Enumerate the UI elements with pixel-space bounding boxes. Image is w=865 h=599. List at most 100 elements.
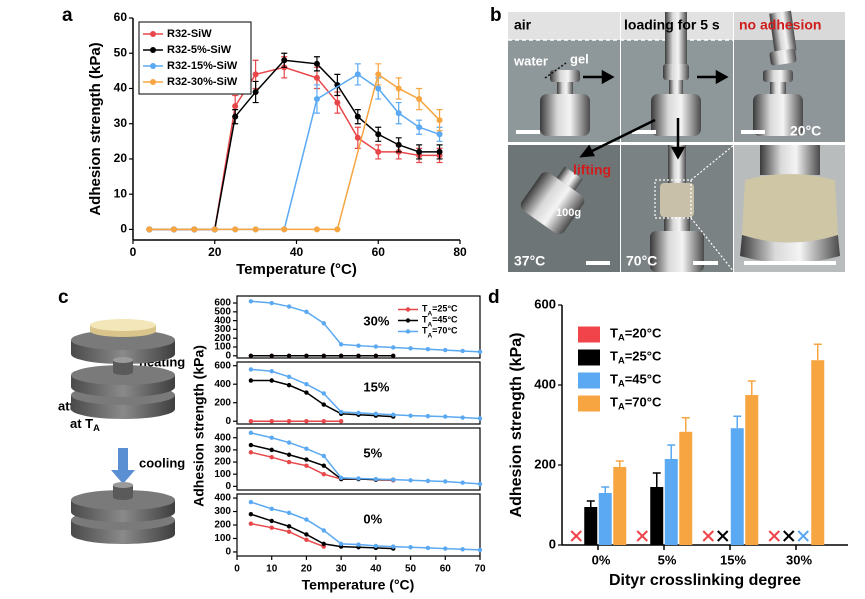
zoom-box <box>654 179 692 219</box>
x-tick-label: 15% <box>720 552 746 567</box>
data-point <box>304 537 309 543</box>
data-point <box>436 117 443 124</box>
data-point <box>232 226 239 233</box>
y-tick-label: 30 <box>114 116 128 130</box>
data-point <box>373 476 379 482</box>
data-point <box>269 369 274 374</box>
data-point <box>269 300 274 306</box>
y-axis-label: Adhesion strength (kPa) <box>508 333 525 518</box>
data-point <box>395 85 402 92</box>
data-point <box>391 544 396 549</box>
y-tick-label: 400 <box>214 315 231 326</box>
disk-side <box>71 344 175 364</box>
bar <box>811 360 825 545</box>
photo-label: water <box>513 53 548 68</box>
data-point <box>304 532 309 537</box>
x-tick-label: 80 <box>453 245 467 259</box>
disk-top <box>71 330 175 350</box>
legend-label: TA=45°C <box>610 372 662 389</box>
data-point <box>248 450 254 455</box>
data-point <box>460 547 465 552</box>
x-tick-label: 0 <box>234 564 240 575</box>
data-point <box>286 459 292 465</box>
data-point <box>269 435 274 440</box>
y-tick-label: 100 <box>214 342 231 353</box>
diagram-label: at TA <box>70 416 100 433</box>
x-tick-label: 60 <box>372 245 386 259</box>
photo-label: 20°C <box>790 123 821 139</box>
disk-side <box>113 494 133 500</box>
data-point <box>286 419 292 424</box>
photo-label: lifting <box>573 162 611 178</box>
data-point <box>354 71 361 78</box>
data-point <box>269 447 274 453</box>
legend-label: TA=45°C <box>422 315 458 328</box>
legend-label: R32-15%-SiW <box>167 60 238 72</box>
data-point <box>321 391 326 396</box>
data-point <box>286 510 292 516</box>
legend-marker <box>150 79 156 85</box>
error-bar <box>681 417 690 432</box>
x-tick-label: 60 <box>440 564 452 575</box>
data-point <box>304 457 309 462</box>
data-point <box>252 71 259 78</box>
data-point <box>373 353 379 359</box>
no-adhesion-mark <box>783 530 795 542</box>
bar <box>584 507 598 545</box>
data-point <box>304 390 309 395</box>
no-adhesion-mark <box>797 530 809 542</box>
data-point <box>321 471 326 477</box>
y-tick-label: 300 <box>214 324 231 335</box>
data-point <box>304 419 309 424</box>
photo-label: 37°C <box>514 253 545 269</box>
data-point <box>408 346 413 351</box>
data-point <box>321 402 326 407</box>
data-point <box>304 463 309 468</box>
no-adhesion-mark <box>768 530 780 542</box>
data-point <box>248 430 254 436</box>
y-tick-label: 200 <box>534 456 556 471</box>
disk-top <box>90 319 156 331</box>
y-tick-label: 200 <box>214 397 231 408</box>
panel-label: c <box>58 287 69 308</box>
y-tick-label: 0 <box>225 547 231 558</box>
data-point <box>248 419 254 424</box>
plot-frame <box>236 427 481 491</box>
data-point <box>321 321 326 326</box>
data-point <box>443 347 448 353</box>
panel-label: b <box>490 5 502 26</box>
x-tick-label: 30 <box>336 564 348 575</box>
data-point <box>313 60 320 67</box>
data-point <box>334 226 341 233</box>
legend-label: TA=25°C <box>422 304 458 317</box>
y-tick-label: 300 <box>214 445 231 456</box>
photo-label: no adhesion <box>739 17 821 33</box>
legend-label: R32-SiW <box>167 28 212 40</box>
x-tick-label: 70 <box>474 564 486 575</box>
y-tick-label: 100 <box>214 469 231 480</box>
subplot-label: 15% <box>363 379 389 394</box>
legend-marker <box>405 329 411 334</box>
y-tick-label: 400 <box>214 432 231 443</box>
error-bar <box>813 343 822 361</box>
data-point <box>281 57 288 64</box>
data-point <box>321 353 326 359</box>
legend-marker <box>405 307 411 312</box>
y-tick-label: 500 <box>214 306 231 317</box>
weight <box>753 10 803 136</box>
data-point <box>191 226 198 233</box>
panel-label: a <box>62 5 73 26</box>
data-point <box>286 529 292 534</box>
disk-side <box>113 360 133 372</box>
data-point <box>304 446 309 451</box>
data-point <box>304 517 309 522</box>
series-line <box>250 300 481 353</box>
x-tick-label: 20 <box>301 564 313 575</box>
data-point <box>321 541 326 547</box>
data-point <box>373 411 379 417</box>
data-point <box>321 419 326 424</box>
bar <box>745 395 759 545</box>
legend-marker <box>405 318 411 323</box>
photo-label: loading for 5 s <box>624 17 720 33</box>
